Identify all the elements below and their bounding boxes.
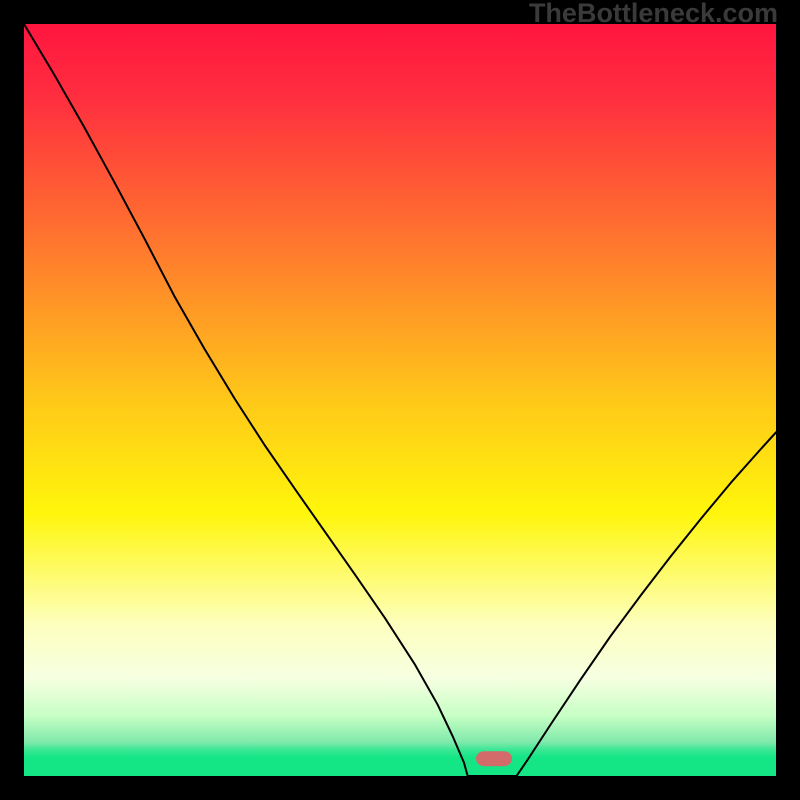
watermark-text: TheBottleneck.com — [529, 0, 778, 29]
min-marker — [476, 751, 512, 766]
chart-frame: TheBottleneck.com — [0, 0, 800, 800]
curve-layer — [24, 24, 776, 776]
bottleneck-curve — [24, 24, 776, 776]
plot-area — [24, 24, 776, 776]
